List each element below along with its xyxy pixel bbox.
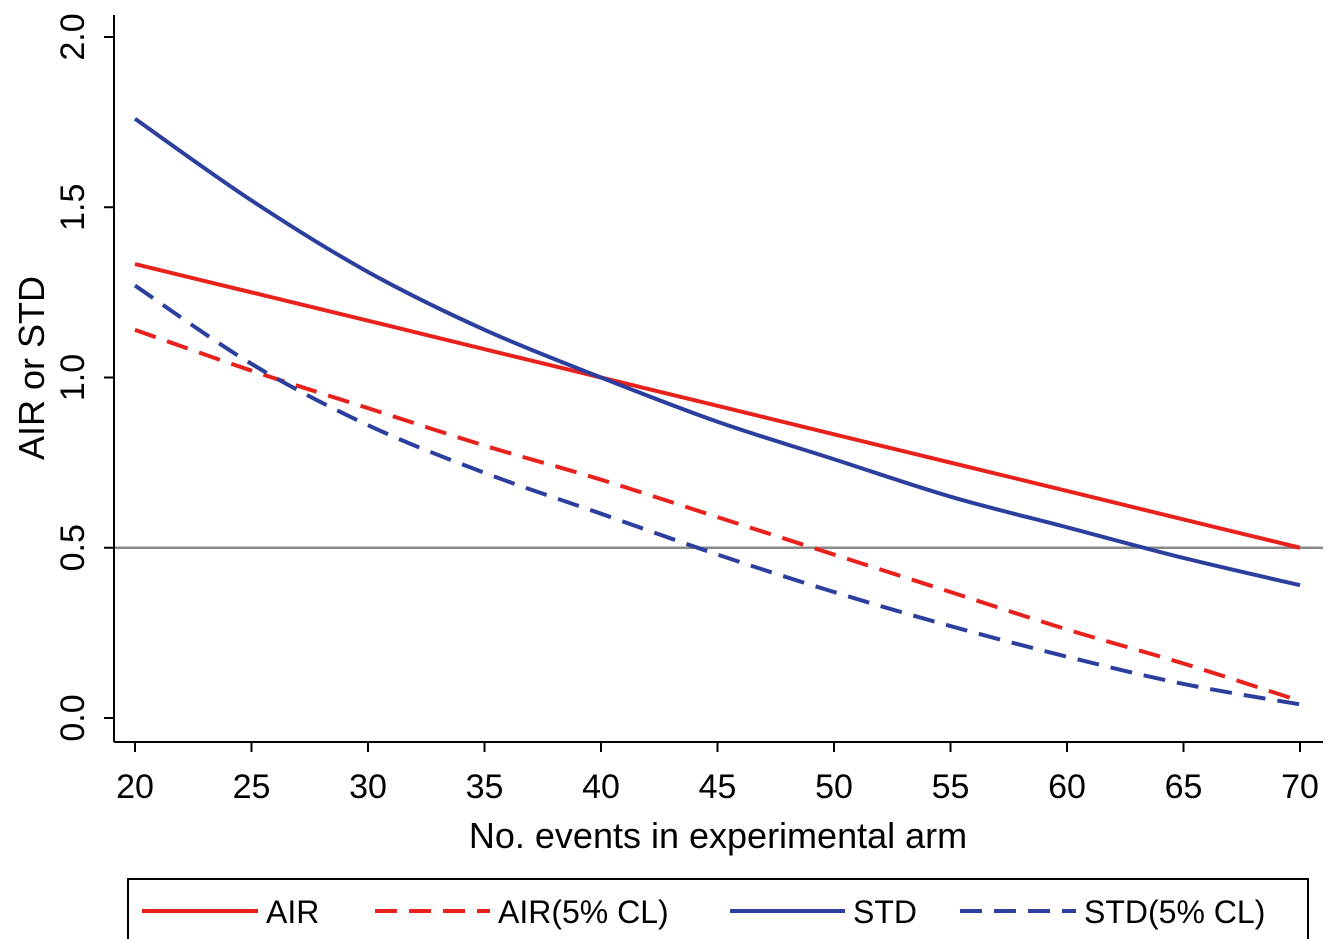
series-line-std bbox=[133, 117, 1301, 588]
y-tick-label: 1.0 bbox=[54, 354, 92, 401]
y-axis-title: AIR or STD bbox=[11, 276, 52, 460]
y-tick-label: 0.5 bbox=[54, 524, 92, 571]
legend-label-std: STD bbox=[853, 894, 917, 930]
x-tick-label: 55 bbox=[932, 768, 970, 806]
y-ticks: 0.0 0.5 1.0 1.5 2.0 bbox=[54, 13, 114, 742]
x-tick-label: 50 bbox=[815, 768, 853, 806]
x-axis-title: No. events in experimental arm bbox=[469, 815, 967, 856]
x-ticks: 20 25 30 35 40 45 50 55 60 65 70 bbox=[116, 742, 1319, 806]
y-axis: 0.0 0.5 1.0 1.5 2.0 bbox=[54, 13, 115, 742]
x-tick-label: 35 bbox=[466, 768, 504, 806]
y-tick-label: 1.5 bbox=[54, 184, 92, 231]
series-layer bbox=[133, 117, 1301, 707]
legend-items: AIR AIR(5% CL) STD STD(5% CL) bbox=[142, 894, 1265, 930]
x-axis: 20 25 30 35 40 45 50 55 60 65 70 bbox=[114, 741, 1323, 806]
legend-label-std-5-cl: STD(5% CL) bbox=[1084, 894, 1265, 930]
x-tick-label: 45 bbox=[699, 768, 737, 806]
series-line-std-5-cl bbox=[133, 283, 1301, 707]
x-tick-label: 30 bbox=[349, 768, 387, 806]
x-tick-label: 60 bbox=[1048, 768, 1086, 806]
legend: AIR AIR(5% CL) STD STD(5% CL) bbox=[127, 878, 1309, 939]
legend-box bbox=[127, 878, 1309, 939]
x-tick-label: 40 bbox=[582, 768, 620, 806]
x-tick-label: 25 bbox=[233, 768, 271, 806]
legend-label-air: AIR bbox=[266, 894, 319, 930]
x-tick-label: 20 bbox=[116, 768, 154, 806]
x-tick-label: 70 bbox=[1281, 768, 1319, 806]
y-tick-label: 2.0 bbox=[54, 13, 92, 60]
x-tick-label: 65 bbox=[1165, 768, 1203, 806]
series-line-air bbox=[134, 262, 1301, 550]
legend-label-air-5-cl: AIR(5% CL) bbox=[498, 894, 669, 930]
y-tick-label: 0.0 bbox=[54, 694, 92, 741]
plot-area bbox=[114, 117, 1323, 707]
series-line-air-5-cl bbox=[134, 327, 1301, 703]
